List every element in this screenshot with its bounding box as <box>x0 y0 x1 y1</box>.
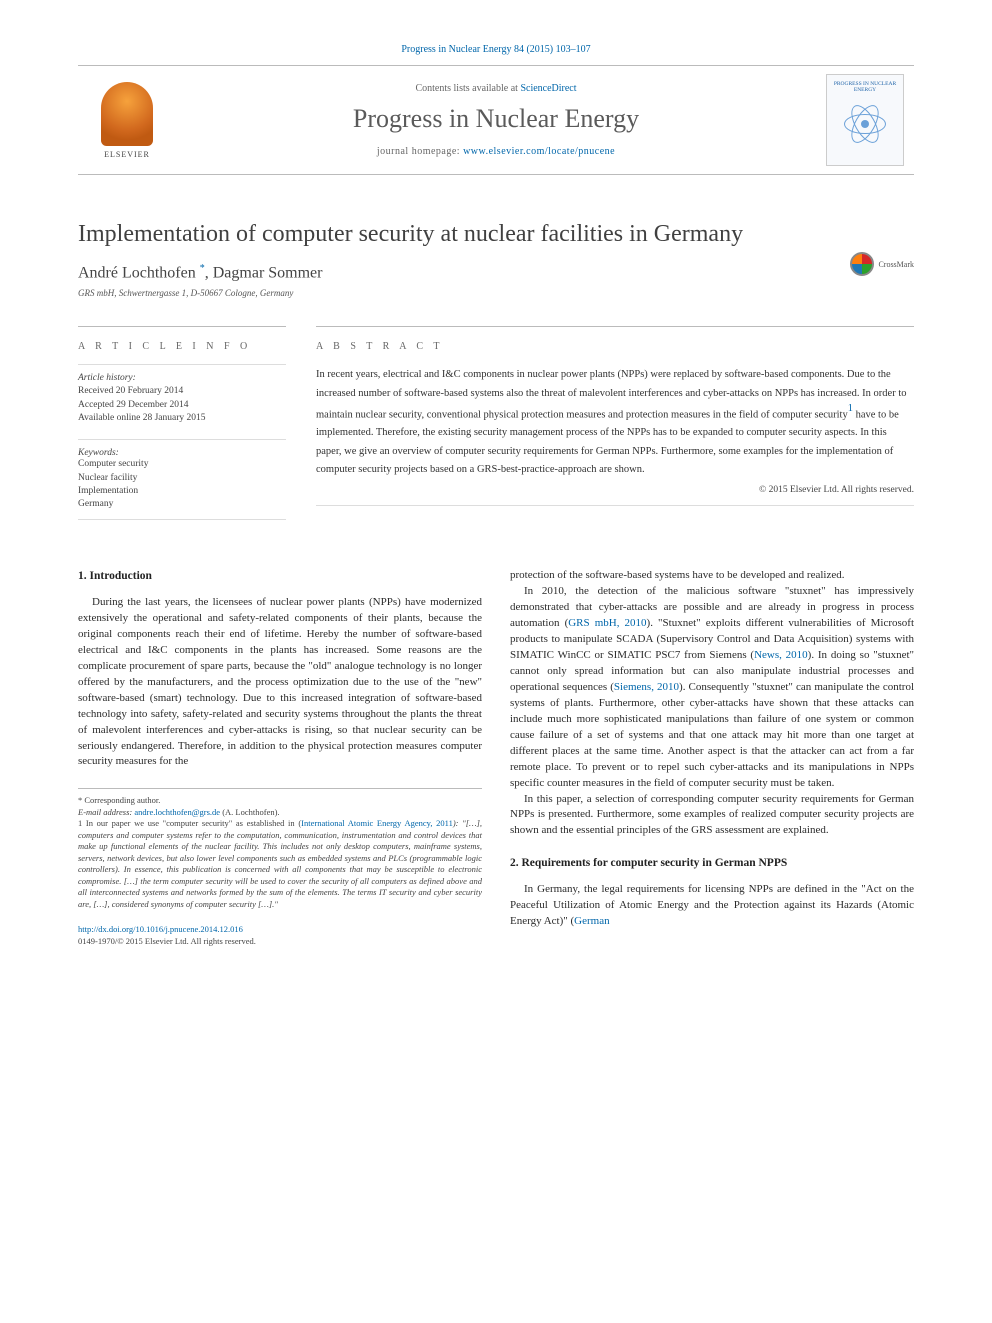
history-head: Article history: <box>78 364 286 383</box>
col2-p4: In Germany, the legal requirements for l… <box>510 882 914 930</box>
homepage-prefix: journal homepage: <box>377 146 463 157</box>
col2-p2: In 2010, the detection of the malicious … <box>510 584 914 791</box>
fn1-ref-link[interactable]: International Atomic Energy Agency, 2011 <box>301 818 453 828</box>
body-column-left: 1. Introduction During the last years, t… <box>78 568 482 947</box>
intro-p1: During the last years, the licensees of … <box>78 595 482 770</box>
col2-p3: In this paper, a selection of correspond… <box>510 792 914 840</box>
abstract-copyright: © 2015 Elsevier Ltd. All rights reserved… <box>316 485 914 495</box>
col2-p4-a: In Germany, the legal requirements for l… <box>510 883 914 927</box>
citation-line: Progress in Nuclear Energy 84 (2015) 103… <box>78 44 914 55</box>
keywords-head: Keywords: <box>78 439 286 458</box>
footnotes-block: * Corresponding author. E-mail address: … <box>78 788 482 910</box>
email-after: (A. Lochthofen). <box>220 807 279 817</box>
publisher-logo: ELSEVIER <box>88 75 166 165</box>
accepted-line: Accepted 29 December 2014 <box>78 399 286 412</box>
masthead: ELSEVIER Contents lists available at Sci… <box>78 65 914 175</box>
journal-cover-thumb: PROGRESS IN NUCLEAR ENERGY <box>826 74 904 166</box>
section-1-head: 1. Introduction <box>78 568 482 585</box>
keyword-2: Nuclear facility <box>78 472 286 485</box>
keyword-4: Germany <box>78 498 286 511</box>
footnote-1: 1 In our paper we use "computer security… <box>78 818 482 910</box>
abstract-text-pre: In recent years, electrical and I&C comp… <box>316 369 907 420</box>
article-info-block: A R T I C L E I N F O Article history: R… <box>78 326 286 520</box>
bottom-refs: http://dx.doi.org/10.1016/j.pnucene.2014… <box>78 924 482 947</box>
author-2: Dagmar Sommer <box>213 264 323 281</box>
ref-german-link[interactable]: German <box>574 915 609 927</box>
ref-grs2010-link[interactable]: GRS mbH, 2010 <box>568 617 646 629</box>
email-label: E-mail address: <box>78 807 134 817</box>
contents-prefix: Contents lists available at <box>415 83 520 94</box>
keyword-3: Implementation <box>78 485 286 498</box>
col2-p2-d: ). Consequently "stuxnet" can manipulate… <box>510 681 914 789</box>
author-sep: , <box>205 264 213 281</box>
sciencedirect-link[interactable]: ScienceDirect <box>520 83 576 94</box>
contents-line: Contents lists available at ScienceDirec… <box>174 83 818 94</box>
ref-news2010-link[interactable]: News, 2010 <box>754 649 808 661</box>
homepage-url-link[interactable]: www.elsevier.com/locate/pnucene <box>463 146 615 157</box>
elsevier-tree-icon <box>101 82 153 146</box>
authors-line: André Lochthofen *, Dagmar Sommer <box>78 263 914 282</box>
section-2-head: 2. Requirements for computer security in… <box>510 855 914 872</box>
crossmark-label: CrossMark <box>878 260 914 269</box>
fn1-quote: ): "[…], computers and computer systems … <box>78 818 482 908</box>
journal-name: Progress in Nuclear Energy <box>174 104 818 134</box>
affiliation: GRS mbH, Schwertnergasse 1, D-50667 Colo… <box>78 288 914 298</box>
body-column-right: protection of the software-based systems… <box>510 568 914 947</box>
cover-title: PROGRESS IN NUCLEAR ENERGY <box>827 81 903 93</box>
received-line: Received 20 February 2014 <box>78 385 286 398</box>
abstract-head: A B S T R A C T <box>316 341 914 352</box>
crossmark-icon <box>850 252 874 276</box>
crossmark-badge[interactable]: CrossMark <box>850 252 914 276</box>
author-email-link[interactable]: andre.lochthofen@grs.de <box>134 807 220 817</box>
homepage-line: journal homepage: www.elsevier.com/locat… <box>174 146 818 157</box>
article-info-head: A R T I C L E I N F O <box>78 341 286 352</box>
ref-siemens2010-link[interactable]: Siemens, 2010 <box>614 681 679 693</box>
author-1: André Lochthofen <box>78 264 196 281</box>
corr-author-note: * Corresponding author. <box>78 795 482 806</box>
doi-link[interactable]: http://dx.doi.org/10.1016/j.pnucene.2014… <box>78 924 243 934</box>
col2-p1: protection of the software-based systems… <box>510 568 914 584</box>
abstract-block: A B S T R A C T In recent years, electri… <box>316 326 914 520</box>
online-line: Available online 28 January 2015 <box>78 412 286 425</box>
issn-copyright-line: 0149-1970/© 2015 Elsevier Ltd. All right… <box>78 936 482 947</box>
article-title: Implementation of computer security at n… <box>78 219 914 249</box>
elsevier-word: ELSEVIER <box>104 150 150 159</box>
email-line: E-mail address: andre.lochthofen@grs.de … <box>78 807 482 818</box>
atom-icon <box>844 103 886 145</box>
fn1-pre: 1 In our paper we use "computer security… <box>78 818 301 828</box>
keyword-1: Computer security <box>78 458 286 471</box>
